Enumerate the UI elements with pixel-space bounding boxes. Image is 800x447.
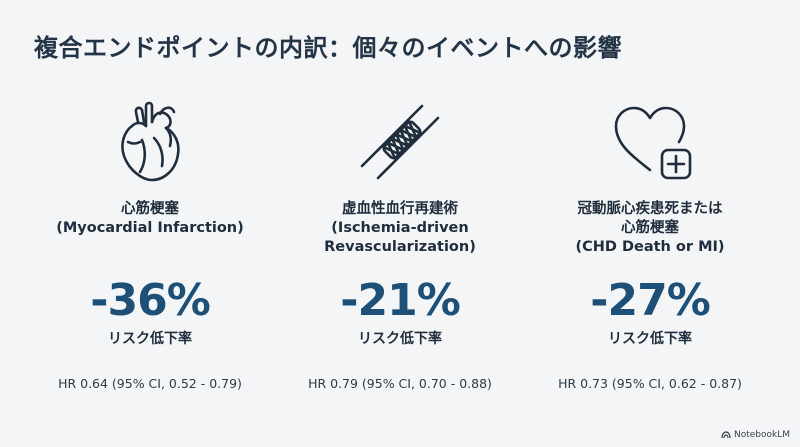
stent-icon: [360, 104, 440, 180]
endpoint-label-line: 心筋梗塞: [121, 201, 179, 217]
risk-reduction-label: リスク低下率: [358, 331, 442, 347]
hazard-ratio-text: HR 0.79 (95% CI, 0.70 - 0.88): [308, 376, 492, 391]
endpoint-label-line: 虚血性血行再建術: [342, 201, 458, 217]
endpoint-label-line: (CHD Death or MI): [575, 239, 725, 255]
heart-plus-icon: [614, 106, 692, 180]
notebooklm-watermark: NotebookLM: [721, 430, 790, 440]
endpoint-label-line: Revascularization): [324, 239, 476, 255]
endpoint-label: 虚血性血行再建術 (Ischemia-driven Revascularizat…: [285, 200, 515, 262]
endpoint-column-chd-death-or-mi: 冠動脈心疾患死または 心筋梗塞 (CHD Death or MI) -27% リ…: [535, 92, 765, 391]
endpoint-label-line: (Myocardial Infarction): [56, 220, 244, 236]
endpoint-label-line: 冠動脈心疾患死または: [577, 201, 723, 217]
endpoint-label-line: (Ischemia-driven: [331, 220, 469, 236]
risk-reduction-label: リスク低下率: [108, 331, 192, 347]
endpoint-columns: 心筋梗塞 (Myocardial Infarction) -36% リスク低下率…: [0, 92, 800, 412]
notebooklm-logo-icon: [721, 431, 731, 439]
risk-reduction-value: -21%: [340, 275, 461, 326]
endpoint-label: 冠動脈心疾患死または 心筋梗塞 (CHD Death or MI): [535, 200, 765, 262]
slide-title: 複合エンドポイントの内訳：個々のイベントへの影響: [34, 34, 622, 62]
risk-reduction-value: -27%: [590, 275, 711, 326]
watermark-text: NotebookLM: [733, 430, 790, 440]
endpoint-label-line: 心筋梗塞: [621, 220, 679, 236]
endpoint-column-revascularization: 虚血性血行再建術 (Ischemia-driven Revascularizat…: [285, 92, 515, 391]
hazard-ratio-text: HR 0.64 (95% CI, 0.52 - 0.79): [58, 376, 242, 391]
hazard-ratio-text: HR 0.73 (95% CI, 0.62 - 0.87): [558, 376, 742, 391]
endpoint-label: 心筋梗塞 (Myocardial Infarction): [35, 200, 265, 262]
risk-reduction-label: リスク低下率: [608, 331, 692, 347]
heart-anatomical-icon: [121, 101, 180, 182]
risk-reduction-value: -36%: [90, 275, 211, 326]
endpoint-column-mi: 心筋梗塞 (Myocardial Infarction) -36% リスク低下率…: [35, 92, 265, 391]
